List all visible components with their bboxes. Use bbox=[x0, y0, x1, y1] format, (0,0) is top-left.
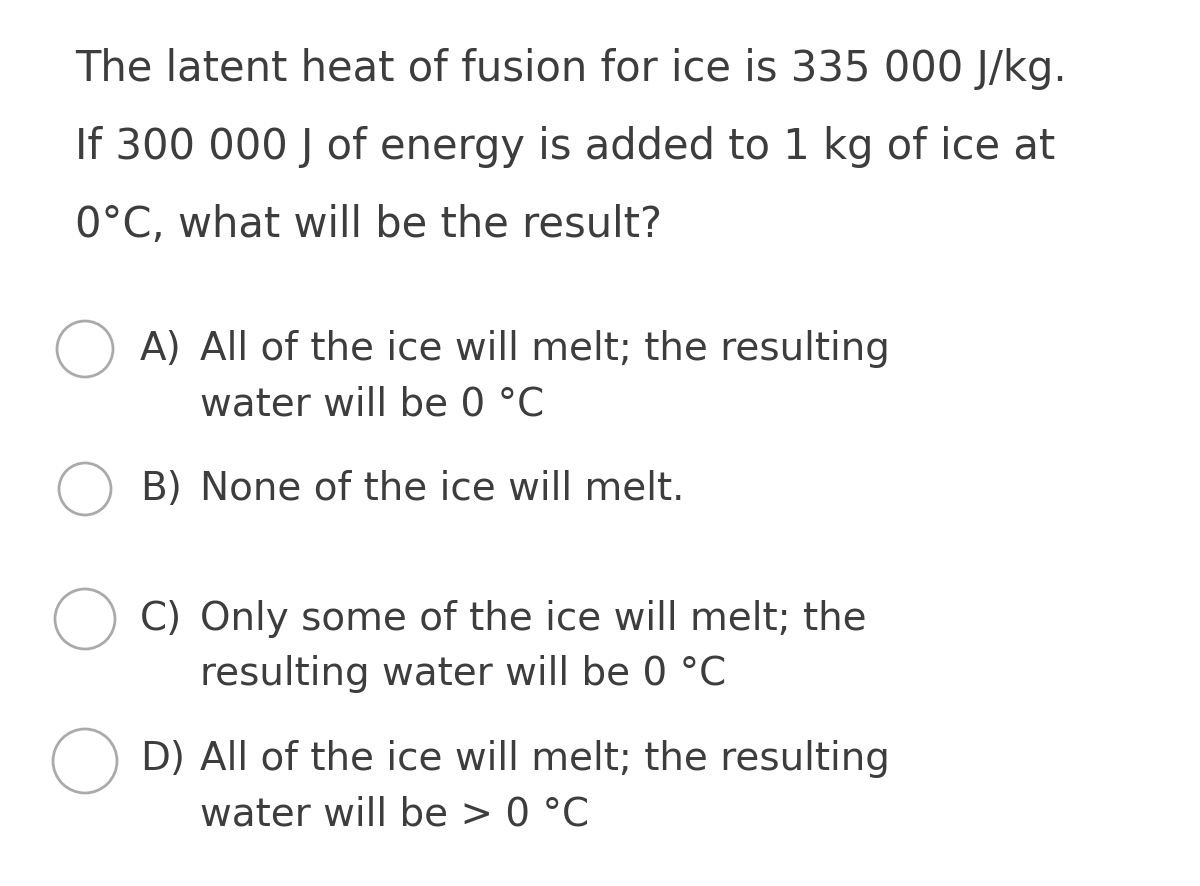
Text: All of the ice will melt; the resulting: All of the ice will melt; the resulting bbox=[200, 330, 890, 368]
Text: If 300 000 J of energy is added to 1 kg of ice at: If 300 000 J of energy is added to 1 kg … bbox=[74, 126, 1055, 167]
Text: All of the ice will melt; the resulting: All of the ice will melt; the resulting bbox=[200, 739, 890, 777]
Text: B): B) bbox=[140, 470, 182, 508]
Text: C): C) bbox=[140, 599, 182, 637]
Text: A): A) bbox=[140, 330, 181, 368]
Text: 0°C, what will be the result?: 0°C, what will be the result? bbox=[74, 204, 662, 245]
Text: None of the ice will melt.: None of the ice will melt. bbox=[200, 470, 684, 508]
Text: resulting water will be 0 °C: resulting water will be 0 °C bbox=[200, 654, 726, 692]
Text: D): D) bbox=[140, 739, 185, 777]
Text: The latent heat of fusion for ice is 335 000 J/kg.: The latent heat of fusion for ice is 335… bbox=[74, 48, 1067, 89]
Text: water will be 0 °C: water will be 0 °C bbox=[200, 385, 545, 423]
Text: Only some of the ice will melt; the: Only some of the ice will melt; the bbox=[200, 599, 866, 637]
Text: water will be > 0 °C: water will be > 0 °C bbox=[200, 794, 589, 832]
